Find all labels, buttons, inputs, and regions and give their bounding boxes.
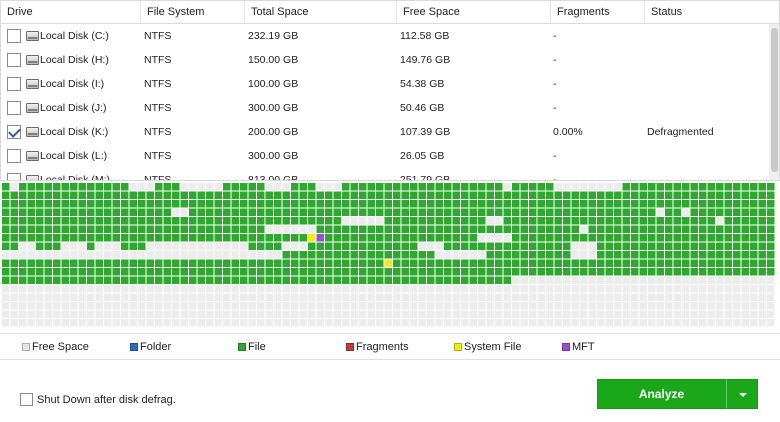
total-space: 200.00 GB — [248, 126, 299, 138]
drive-name: Local Disk (K:) — [40, 126, 109, 138]
hard-drive-icon — [26, 127, 39, 137]
table-row[interactable]: Local Disk (C:) NTFS 232.19 GB 112.58 GB - — [1, 24, 769, 48]
col-status[interactable]: Status — [651, 6, 683, 18]
scrollbar-thumb[interactable] — [771, 28, 778, 172]
file-system: NTFS — [144, 54, 172, 66]
file-system: NTFS — [144, 174, 172, 181]
table-header: Drive File System Total Space Free Space… — [1, 1, 779, 24]
row-checkbox[interactable] — [7, 149, 21, 163]
drive-name: Local Disk (M:) — [40, 174, 111, 181]
total-space: 813.00 GB — [248, 174, 299, 181]
free-space: 107.39 GB — [400, 126, 451, 138]
disk-block-map — [0, 181, 780, 330]
table-scrollbar[interactable] — [769, 24, 779, 180]
shutdown-checkbox[interactable] — [20, 393, 33, 406]
free-space: 112.58 GB — [400, 30, 450, 42]
row-checkbox[interactable] — [7, 29, 21, 43]
free-space: 50.46 GB — [400, 102, 445, 114]
fragments-value: - — [553, 150, 557, 162]
file-system: NTFS — [144, 150, 172, 162]
legend-swatch — [238, 343, 246, 351]
file-system: NTFS — [144, 102, 172, 114]
shutdown-label: Shut Down after disk defrag. — [37, 394, 176, 406]
total-space: 100.00 GB — [248, 78, 299, 90]
legend-label: Free Space — [32, 341, 89, 353]
free-space: 54.38 GB — [400, 78, 445, 90]
table-row[interactable]: Local Disk (H:) NTFS 150.00 GB 149.76 GB - — [1, 48, 769, 72]
drive-name: Local Disk (H:) — [40, 54, 109, 66]
drive-name: Local Disk (J:) — [40, 102, 107, 114]
legend-swatch — [562, 343, 570, 351]
legend-label: Fragments — [356, 341, 409, 353]
legend: Free Space Folder File Fragments System File… — [0, 333, 780, 360]
table-row[interactable]: Local Disk (J:) NTFS 300.00 GB 50.46 GB - — [1, 96, 769, 120]
fragments-value: - — [553, 30, 557, 42]
hard-drive-icon — [26, 175, 39, 180]
file-system: NTFS — [144, 30, 172, 42]
legend-label: Folder — [140, 341, 172, 353]
free-space: 149.76 GB — [400, 54, 451, 66]
total-space: 150.00 GB — [248, 54, 299, 66]
fragments-value: - — [553, 102, 557, 114]
legend-label: MFT — [572, 341, 595, 353]
total-space: 300.00 GB — [248, 150, 299, 162]
file-system: NTFS — [144, 78, 172, 90]
free-space: 26.05 GB — [400, 150, 445, 162]
row-checkbox[interactable] — [7, 53, 21, 67]
analyze-dropdown-button[interactable] — [726, 379, 758, 409]
free-space: 251.79 GB — [400, 174, 451, 181]
hard-drive-icon — [26, 55, 39, 65]
hard-drive-icon — [26, 151, 39, 161]
table-row[interactable]: Local Disk (K:) NTFS 200.00 GB 107.39 GB 0.0… — [1, 120, 769, 144]
table-row[interactable]: Local Disk (L:) NTFS 300.00 GB 26.05 GB - — [1, 144, 769, 168]
legend-swatch — [346, 343, 354, 351]
status-value: Defragmented — [647, 126, 714, 138]
col-free-space[interactable]: Free Space — [397, 1, 551, 24]
drive-name: Local Disk (C:) — [40, 30, 109, 42]
file-system: NTFS — [144, 126, 172, 138]
total-space: 232.19 GB — [248, 30, 299, 42]
drive-name: Local Disk (L:) — [40, 150, 108, 162]
drive-name: Local Disk (I:) — [40, 78, 105, 90]
hard-drive-icon — [26, 79, 39, 89]
table-body: Local Disk (C:) NTFS 232.19 GB 112.58 GB - Lo… — [1, 24, 769, 181]
legend-swatch — [130, 343, 138, 351]
fragments-value: 0.00% — [553, 126, 583, 138]
analyze-label: Analyze — [638, 387, 685, 401]
table-row[interactable]: Local Disk (I:) NTFS 100.00 GB 54.38 GB - — [1, 72, 769, 96]
row-checkbox[interactable] — [7, 77, 21, 91]
hard-drive-icon — [26, 103, 39, 113]
col-file-system[interactable]: File System — [141, 1, 245, 24]
legend-swatch — [22, 343, 30, 351]
col-fragments[interactable]: Fragments — [551, 1, 645, 24]
fragments-value: - — [553, 174, 557, 181]
legend-label: System File — [464, 341, 522, 353]
hard-drive-icon — [26, 31, 39, 41]
block-map-canvas — [2, 183, 775, 327]
table-row[interactable]: Local Disk (M:) NTFS 813.00 GB 251.79 GB - — [1, 168, 769, 181]
legend-label: File — [248, 341, 266, 353]
fragments-value: - — [553, 78, 557, 90]
row-checkbox[interactable] — [7, 173, 21, 180]
col-drive[interactable]: Drive — [1, 1, 141, 24]
row-checkbox[interactable] — [7, 125, 21, 139]
drive-table: Drive File System Total Space Free Space… — [0, 0, 780, 181]
chevron-down-icon — [739, 393, 747, 397]
fragments-value: - — [553, 54, 557, 66]
col-total-space[interactable]: Total Space — [245, 1, 397, 24]
legend-swatch — [454, 343, 462, 351]
row-checkbox[interactable] — [7, 101, 21, 115]
total-space: 300.00 GB — [248, 102, 299, 114]
